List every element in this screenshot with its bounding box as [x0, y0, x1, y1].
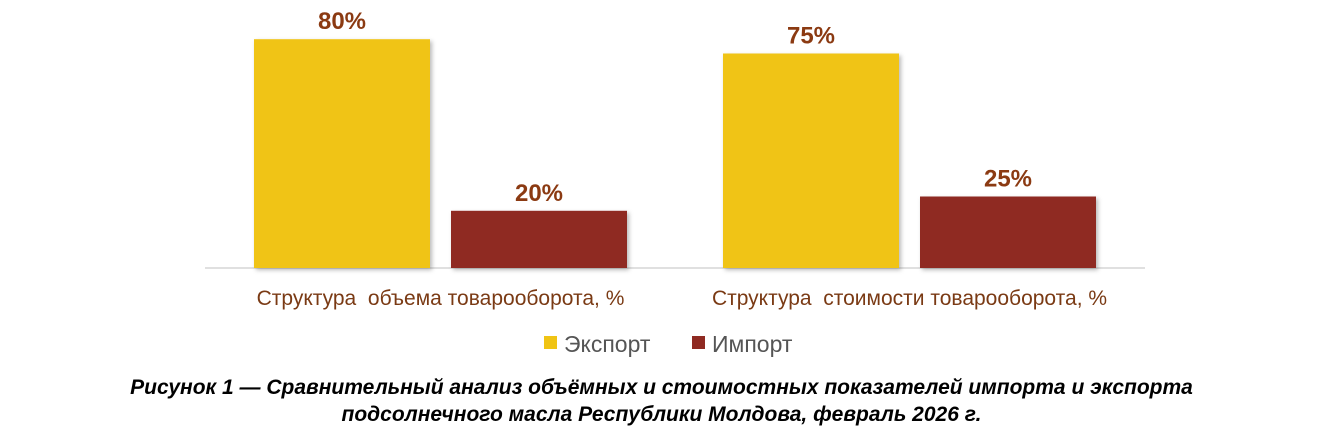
data-label: 20% — [515, 180, 563, 207]
bar-import-2 — [920, 196, 1096, 268]
caption-line-2: подсолнечного масла Республики Молдова, … — [341, 403, 982, 426]
category-label-2: Структура стоимости товарооборота, % — [712, 287, 1107, 310]
bar-export-1 — [254, 39, 430, 269]
bar-chart: 80% 20% Структура объема товарооборота, % 7… — [205, 8, 1145, 357]
legend-swatch-export — [544, 336, 557, 349]
bar-import-1 — [451, 210, 627, 268]
legend-label-import: Импорт — [712, 331, 793, 357]
legend-swatch-import — [692, 336, 705, 349]
legend-label-export: Экспорт — [564, 331, 651, 357]
data-label: 25% — [984, 166, 1032, 193]
figure-caption: Рисунок 1 — Сравнительный анализ объёмны… — [0, 374, 1323, 428]
bar-export-2 — [723, 53, 899, 268]
data-label: 80% — [318, 8, 366, 35]
category-label-1: Структура объема товарооборота, % — [257, 287, 625, 310]
caption-line-1: Рисунок 1 — Сравнительный анализ объёмны… — [130, 376, 1193, 399]
data-label: 75% — [787, 23, 835, 50]
